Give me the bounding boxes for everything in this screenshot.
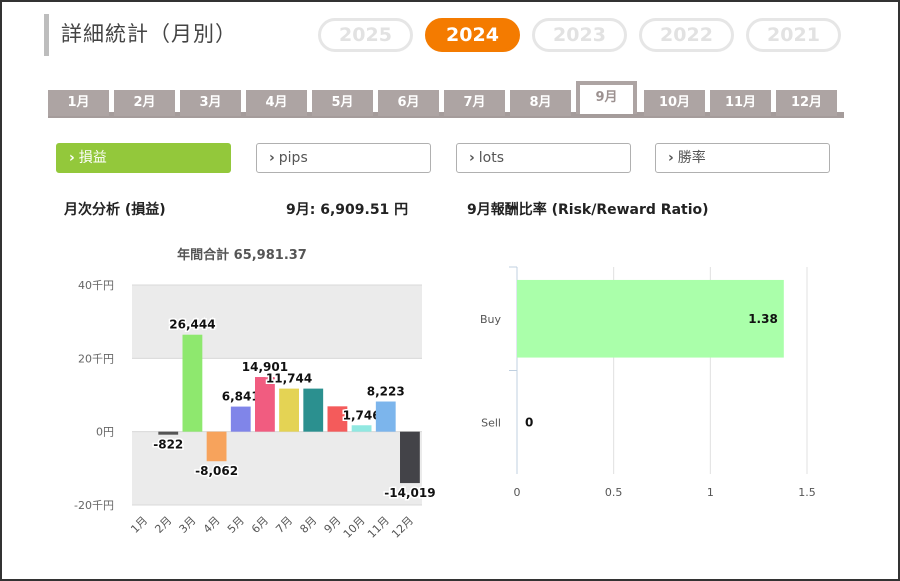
- x-tick-label: 3月: [177, 514, 199, 536]
- data-label: 6,841: [222, 390, 260, 404]
- title-bar: 詳細統計（月別）: [44, 14, 237, 56]
- month-tab-8[interactable]: 8月: [510, 90, 571, 116]
- month-tab-11[interactable]: 11月: [710, 90, 771, 116]
- x-tick-label: 7月: [273, 514, 295, 536]
- filter-profit-button[interactable]: › 損益: [56, 143, 231, 173]
- bar: [327, 406, 348, 432]
- x-tick-label: 2月: [152, 514, 174, 536]
- x-tick-label: 1: [707, 486, 714, 499]
- data-label: 14,901: [242, 360, 288, 374]
- year-tabs: 2025 2024 2023 2022 2021: [318, 18, 841, 52]
- chevron-right-icon: ›: [469, 150, 475, 166]
- month-tabs: 1月 2月 3月 4月 5月 6月 7月 8月 9月 10月 11月 12月: [48, 81, 844, 118]
- data-label: -8,062: [195, 464, 238, 478]
- x-tick-label: 12月: [389, 514, 416, 541]
- filter-winrate-button[interactable]: › 勝率: [655, 143, 830, 173]
- x-tick-label: 5月: [225, 514, 247, 536]
- month-tab-7[interactable]: 7月: [444, 90, 505, 116]
- page-title: 詳細統計（月別）: [61, 22, 237, 46]
- bar: [375, 401, 396, 432]
- bar: [279, 388, 299, 432]
- x-tick-label: 11月: [365, 514, 392, 541]
- month-tab-10[interactable]: 10月: [644, 90, 705, 116]
- y-tick-label: 40千円: [78, 279, 114, 292]
- chevron-right-icon: ›: [269, 150, 275, 166]
- year-tab-2021[interactable]: 2021: [746, 18, 841, 52]
- month-tab-3[interactable]: 3月: [180, 90, 241, 116]
- x-tick-label: 6月: [249, 514, 271, 536]
- filter-lots-button[interactable]: › lots: [456, 143, 631, 173]
- y-tick-label: -20千円: [74, 499, 114, 512]
- x-tick-label: 10月: [341, 514, 368, 541]
- month-value-label: 9月: 6,909.51 円: [286, 202, 409, 218]
- data-label: 1,746: [343, 408, 381, 422]
- data-label: 8,223: [367, 385, 405, 399]
- bar: [255, 377, 275, 432]
- data-label: -822: [153, 438, 183, 452]
- month-tab-5[interactable]: 5月: [312, 90, 373, 116]
- bar: [158, 431, 179, 435]
- data-label: 26,444: [169, 318, 215, 332]
- bar: [303, 388, 324, 432]
- bar: [230, 406, 251, 432]
- rr-label: 9月報酬比率 (Risk/Reward Ratio): [467, 202, 709, 218]
- month-tab-4[interactable]: 4月: [246, 90, 307, 116]
- y-tick-label: Buy: [480, 313, 502, 326]
- year-tab-2022[interactable]: 2022: [639, 18, 734, 52]
- filter-profit-label: 損益: [78, 150, 107, 166]
- bar: [517, 279, 784, 358]
- monthly-analysis-label: 月次分析 (損益): [64, 202, 166, 218]
- plot-band: [132, 431, 422, 505]
- bar: [206, 431, 227, 462]
- filter-lots-label: lots: [478, 150, 505, 166]
- month-tab-9[interactable]: 9月: [576, 81, 637, 114]
- bar: [182, 334, 203, 432]
- filter-pips-button[interactable]: › pips: [256, 143, 431, 173]
- chevron-right-icon: ›: [69, 150, 75, 166]
- x-tick-label: 0.5: [605, 486, 623, 499]
- month-tab-12[interactable]: 12月: [776, 90, 837, 116]
- month-tab-6[interactable]: 6月: [378, 90, 439, 116]
- x-tick-label: 9月: [322, 514, 344, 536]
- x-tick-label: 0: [514, 486, 521, 499]
- x-tick-label: 8月: [297, 514, 319, 536]
- year-tab-2024[interactable]: 2024: [425, 18, 520, 52]
- month-tab-1[interactable]: 1月: [48, 90, 109, 116]
- y-tick-label: Sell: [481, 416, 501, 429]
- y-tick-label: 0円: [96, 426, 114, 439]
- x-tick-label: 1月: [128, 514, 150, 536]
- month-tab-2[interactable]: 2月: [114, 90, 175, 116]
- bar: [351, 425, 372, 432]
- chevron-right-icon: ›: [668, 150, 674, 166]
- filter-pips-label: pips: [278, 150, 308, 166]
- year-tab-2023[interactable]: 2023: [532, 18, 627, 52]
- y-tick-label: 20千円: [78, 352, 114, 365]
- filter-winrate-label: 勝率: [677, 150, 706, 166]
- monthly-profit-chart: 40千円 20千円 0円 -20千円 年間合計 65,981.37 1月 -822 2月 26,…: [74, 247, 437, 541]
- bar: [400, 431, 420, 484]
- data-label: 0: [525, 415, 533, 429]
- x-tick-label: 1.5: [798, 486, 816, 499]
- plot-band: [132, 285, 422, 359]
- risk-reward-chart: 0 0.5 1 1.5 Buy 1.38 Sell 0: [480, 266, 816, 499]
- x-tick-label: 4月: [201, 514, 223, 536]
- data-label: -14,019: [384, 486, 435, 500]
- year-tab-2025[interactable]: 2025: [318, 18, 413, 52]
- chart-title: 年間合計 65,981.37: [177, 247, 307, 263]
- data-label: 11,744: [266, 372, 312, 386]
- data-label: 1.38: [748, 312, 778, 326]
